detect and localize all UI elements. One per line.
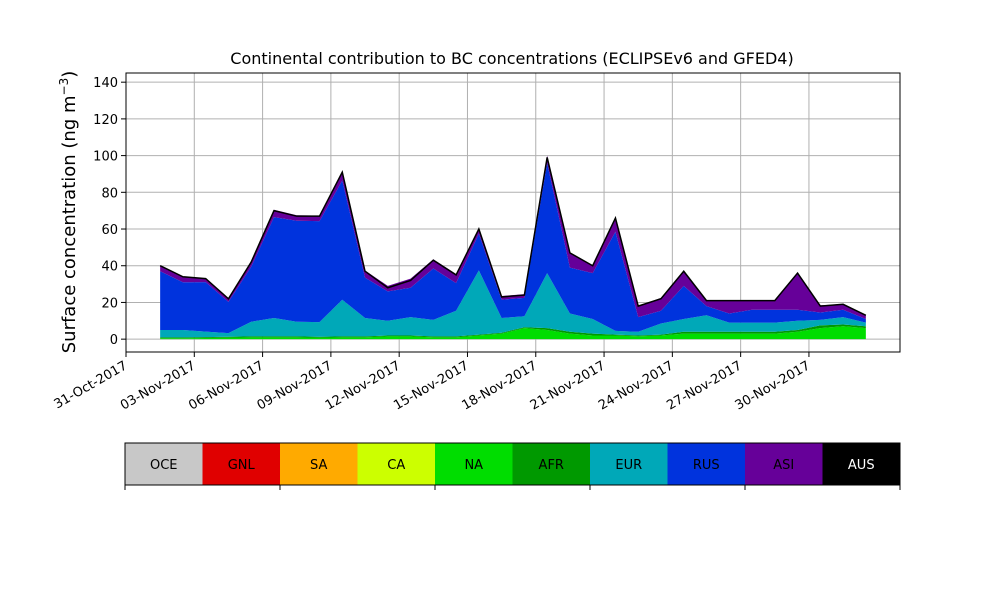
y-axis-label: Surface concentration (ng m−3): [57, 71, 80, 354]
area-eur: [160, 270, 866, 338]
total-line: [159, 157, 867, 316]
x-tick-label: 21-Nov-2017: [528, 358, 608, 413]
area-rus: [160, 162, 866, 334]
y-tick-label: 40: [101, 260, 118, 275]
x-tick-label: 31-Oct-2017: [52, 358, 130, 412]
area-na: [160, 326, 866, 340]
legend-swatch-rus: [667, 443, 745, 485]
y-axis-label-text: Surface concentration (ng m: [59, 95, 80, 353]
x-tick-label: 27-Nov-2017: [664, 358, 744, 413]
x-axis-ticks: 31-Oct-201703-Nov-201706-Nov-201709-Nov-…: [52, 352, 813, 413]
area-afr: [160, 324, 866, 339]
legend-swatch-eur: [590, 443, 668, 485]
legend-label-ca: CA: [387, 458, 405, 473]
y-tick-label: 100: [93, 150, 118, 165]
y-tick-label: 140: [93, 76, 118, 91]
y-tick-label: 80: [101, 186, 118, 201]
legend-label-oce: OCE: [150, 458, 178, 473]
y-axis-ticks: 0 20 40 60 80 100 120 140: [93, 76, 126, 348]
legend-label-aus: AUS: [848, 458, 875, 473]
chart-title: Continental contribution to BC concentra…: [230, 49, 793, 68]
legend-label-asi: ASI: [773, 458, 794, 473]
x-tick-label: 06-Nov-2017: [186, 358, 266, 413]
legend-swatch-ca: [357, 443, 435, 485]
y-axis-label-close: ): [59, 71, 80, 78]
legend-label-gnl: GNL: [228, 458, 256, 473]
y-tick-label: 20: [101, 296, 118, 311]
y-axis-label-exponent: −3: [57, 78, 71, 96]
legend-swatch-gnl: [202, 443, 280, 485]
plot-frame: [125, 72, 901, 353]
y-tick-label: 120: [93, 113, 118, 128]
x-tick-label: 24-Nov-2017: [596, 358, 676, 413]
y-tick-label: 60: [101, 223, 118, 238]
y-tick-label: 0: [110, 333, 118, 348]
legend-label-eur: EUR: [615, 458, 642, 473]
x-tick-label: 12-Nov-2017: [323, 358, 403, 413]
legend-swatch-afr: [512, 443, 590, 485]
stacked-areas: [159, 155, 867, 340]
x-tick-label: 15-Nov-2017: [391, 358, 471, 413]
legend-swatch-asi: [745, 443, 823, 485]
x-tick-label: 30-Nov-2017: [733, 358, 813, 413]
x-tick-label: 18-Nov-2017: [459, 358, 539, 413]
legend-label-na: NA: [464, 458, 483, 473]
legend-swatch-oce: [125, 443, 203, 485]
x-tick-label: 09-Nov-2017: [255, 358, 335, 413]
legend-label-rus: RUS: [693, 458, 720, 473]
legend-label-sa: SA: [310, 458, 327, 473]
x-tick-label: 03-Nov-2017: [118, 358, 198, 413]
legend-swatch-aus: [822, 443, 900, 485]
colorbar-legend: OCE GNL SA CA NA AFR EUR RUS ASI AUS: [124, 442, 901, 490]
legend-label-afr: AFR: [539, 458, 564, 473]
area-asi: [160, 155, 866, 319]
plot-border: [125, 72, 901, 353]
legend-border: [124, 442, 901, 486]
legend-swatch-na: [435, 443, 513, 485]
legend-swatch-sa: [280, 443, 358, 485]
